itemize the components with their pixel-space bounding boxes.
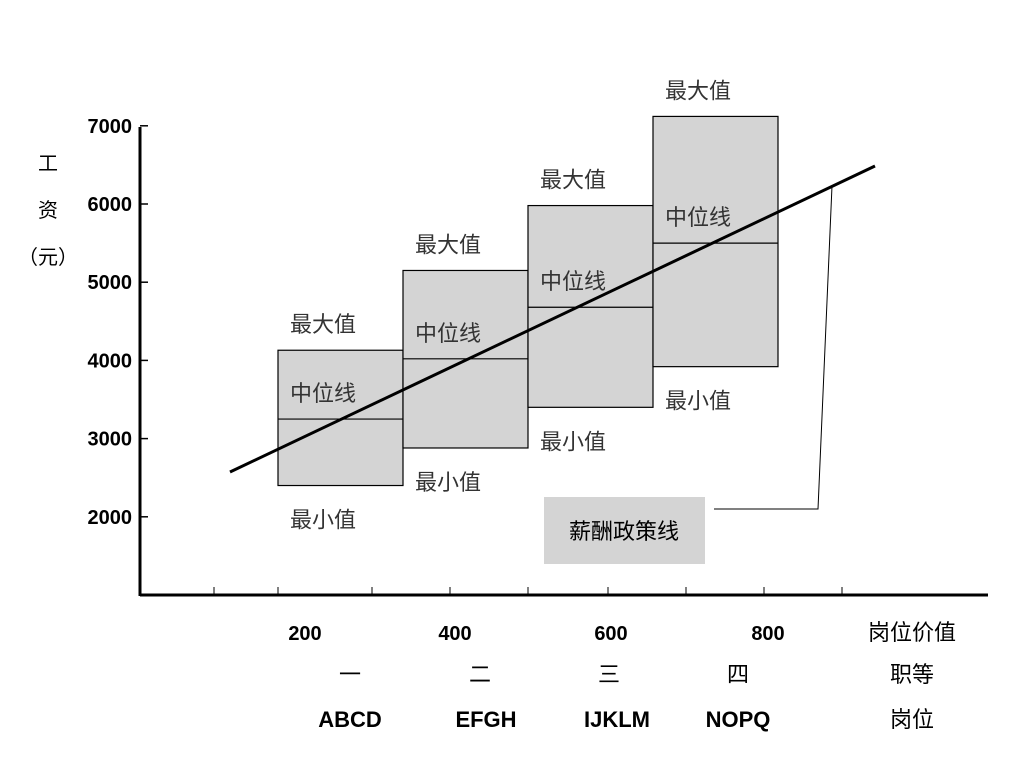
policy-line [229, 164, 876, 474]
band-min-label: 最小值 [540, 430, 606, 455]
band-max-label: 最大值 [290, 313, 356, 338]
position-label: NOPQ [706, 707, 771, 732]
y-ticks: 2000 3000 4000 5000 6000 7000 [88, 116, 148, 529]
policy-callout-label: 薪酬政策线 [569, 520, 679, 545]
band-mid-label: 中位线 [665, 206, 731, 231]
policy-line-group: 薪酬政策线 [229, 164, 876, 564]
x-category-rows: 一 二 三 四 职等 ABCD EFGH IJKLM NOPQ 岗位 [318, 663, 934, 733]
position-label: ABCD [318, 707, 382, 732]
band-mid-label: 中位线 [415, 322, 481, 347]
y-label-char: （元） [18, 245, 78, 269]
y-label-char: 资 [38, 198, 58, 222]
band-mid-label: 中位线 [290, 382, 356, 407]
y-tick-label: 2000 [88, 507, 133, 529]
x-axis-name: 岗位价值 [868, 621, 956, 646]
band-rect-1 [277, 349, 404, 487]
y-axis-label: 工资 （元） [18, 151, 78, 269]
band-rect-3 [527, 204, 654, 408]
grade-row-name: 职等 [890, 663, 934, 688]
x-tick-label: 400 [438, 623, 471, 645]
band-max-label: 最大值 [415, 233, 481, 258]
y-tick-label: 3000 [88, 429, 133, 451]
x-tick-label: 800 [751, 623, 784, 645]
band-min-label: 最小值 [415, 471, 481, 496]
x-ticks: 200 400 600 800 岗位价值 [213, 587, 956, 646]
band-max-label: 最大值 [540, 169, 606, 194]
y-tick-label: 4000 [88, 350, 133, 372]
grade-label: 三 [598, 663, 620, 688]
x-tick-label: 600 [594, 623, 627, 645]
policy-callout-leader [714, 185, 833, 510]
band-min-label: 最小值 [290, 509, 356, 534]
band-mid-label: 中位线 [540, 270, 606, 295]
position-label: IJKLM [584, 707, 650, 732]
grade-label: 一 [339, 663, 361, 688]
y-tick-label: 6000 [88, 194, 133, 216]
band-min-label: 最小值 [665, 390, 731, 415]
position-label: EFGH [455, 707, 516, 732]
axes [138, 127, 988, 597]
policy-callout-box [544, 497, 705, 564]
y-tick-label: 5000 [88, 272, 133, 294]
y-label-char: 工 [38, 151, 58, 175]
grade-label: 二 [469, 663, 491, 688]
band-max-label: 最大值 [665, 79, 731, 104]
position-row-name: 岗位 [890, 708, 934, 733]
grade-label: 四 [727, 663, 749, 688]
y-tick-label: 7000 [88, 116, 133, 138]
x-tick-label: 200 [288, 623, 321, 645]
